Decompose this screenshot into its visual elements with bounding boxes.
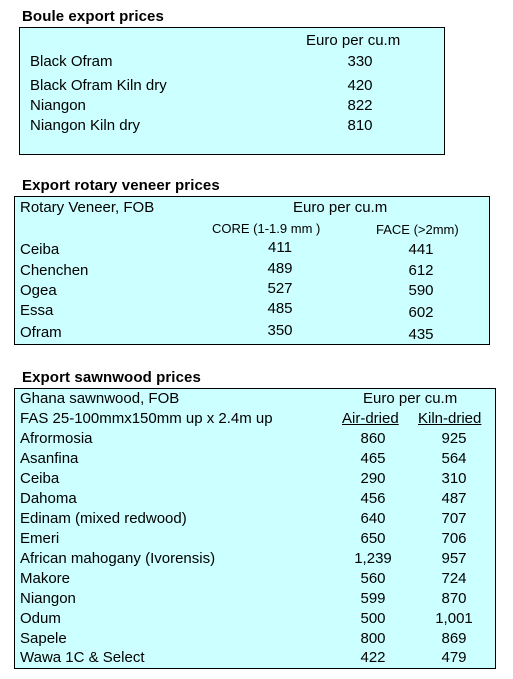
boule-row-value: 330 (347, 53, 373, 70)
sawn-row-name: Asanfina (20, 450, 79, 467)
veneer-row-core: 485 (267, 300, 293, 317)
sawn-row-air: 465 (360, 450, 386, 467)
sawn-row-air: 456 (360, 490, 386, 507)
sawn-row-kiln: 724 (441, 570, 467, 587)
sawn-row-kiln: 869 (441, 630, 467, 647)
sawn-title: Export sawnwood prices (22, 369, 201, 386)
veneer-col-face: FACE (>2mm) (376, 222, 459, 237)
boule-row-name: Black Ofram (30, 53, 113, 70)
boule-row-value: 822 (347, 97, 373, 114)
sawn-col-kiln: Kiln-dried (418, 410, 482, 427)
veneer-row-face: 435 (408, 326, 434, 343)
sawn-row-name: African mahogany (Ivorensis) (20, 550, 216, 567)
veneer-row-name: Ceiba (20, 241, 60, 258)
boule-row-value: 810 (347, 117, 373, 134)
boule-title: Boule export prices (22, 8, 164, 25)
boule-table: Euro per cu.m Black Ofram 330 Black Ofra… (19, 27, 445, 155)
sawn-row-kiln: 310 (441, 470, 467, 487)
veneer-row-name: Chenchen (20, 262, 89, 279)
sawn-row-air: 1,239 (354, 550, 392, 567)
veneer-title: Export rotary veneer prices (22, 177, 220, 194)
sawn-row-kiln: 707 (441, 510, 467, 527)
boule-row-name: Niangon Kiln dry (30, 117, 141, 134)
sawn-row-name: Emeri (20, 530, 60, 547)
boule-row-name: Black Ofram Kiln dry (30, 77, 167, 94)
veneer-row-face: 602 (408, 304, 434, 321)
sawn-row-kiln: 564 (441, 450, 467, 467)
veneer-table: Rotary Veneer, FOB Euro per cu.m CORE (1… (14, 196, 490, 345)
sawn-row-kiln: 957 (441, 550, 467, 567)
veneer-row-core: 527 (267, 280, 293, 297)
sawn-row-name: Ceiba (20, 470, 60, 487)
sawn-row-kiln: 925 (441, 430, 467, 447)
sawn-row-kiln: 706 (441, 530, 467, 547)
veneer-row-name: Essa (20, 302, 54, 319)
sawn-row-air: 422 (360, 649, 386, 666)
sawn-unit-header: Euro per cu.m (363, 390, 458, 407)
veneer-col-core: CORE (1-1.9 mm ) (212, 221, 321, 236)
sawn-row-air: 800 (360, 630, 386, 647)
boule-row-name: Niangon (30, 97, 86, 114)
sawn-row-kiln: 870 (441, 590, 467, 607)
sawn-row-name: Afrormosia (20, 430, 93, 447)
veneer-row-face: 612 (408, 262, 434, 279)
sawn-table: Ghana sawnwood, FOB Euro per cu.m FAS 25… (14, 388, 496, 669)
sawn-spec: FAS 25-100mmx150mm up x 2.4m up (20, 410, 273, 427)
sawn-row-name: Edinam (mixed redwood) (20, 510, 187, 527)
veneer-row-face: 441 (408, 241, 434, 258)
veneer-row-name: Ofram (20, 324, 62, 341)
sawn-row-name: Sapele (20, 630, 67, 647)
sawn-row-name: Wawa 1C & Select (20, 649, 145, 666)
sawn-row-name: Niangon (20, 590, 76, 607)
veneer-unit-header: Euro per cu.m (293, 199, 388, 216)
sawn-row-air: 650 (360, 530, 386, 547)
sawn-row-kiln: 479 (441, 649, 467, 666)
sawn-row-name: Makore (20, 570, 71, 587)
veneer-label: Rotary Veneer, FOB (20, 199, 155, 216)
sawn-row-air: 500 (360, 610, 386, 627)
sawn-row-air: 860 (360, 430, 386, 447)
sawn-row-air: 599 (360, 590, 386, 607)
sawn-row-air: 560 (360, 570, 386, 587)
boule-row-value: 420 (347, 77, 373, 94)
sawn-row-name: Odum (20, 610, 61, 627)
sawn-col-air: Air-dried (342, 410, 399, 427)
sawn-row-kiln: 1,001 (435, 610, 473, 627)
veneer-row-face: 590 (408, 282, 434, 299)
sawn-row-kiln: 487 (441, 490, 467, 507)
sawn-row-name: Dahoma (20, 490, 77, 507)
sawn-row-air: 640 (360, 510, 386, 527)
veneer-row-name: Ogea (20, 282, 57, 299)
sawn-label: Ghana sawnwood, FOB (20, 390, 180, 407)
veneer-row-core: 489 (267, 260, 293, 277)
boule-unit-header: Euro per cu.m (306, 32, 401, 49)
sawn-row-air: 290 (360, 470, 386, 487)
veneer-row-core: 411 (268, 239, 292, 256)
veneer-row-core: 350 (267, 322, 293, 339)
